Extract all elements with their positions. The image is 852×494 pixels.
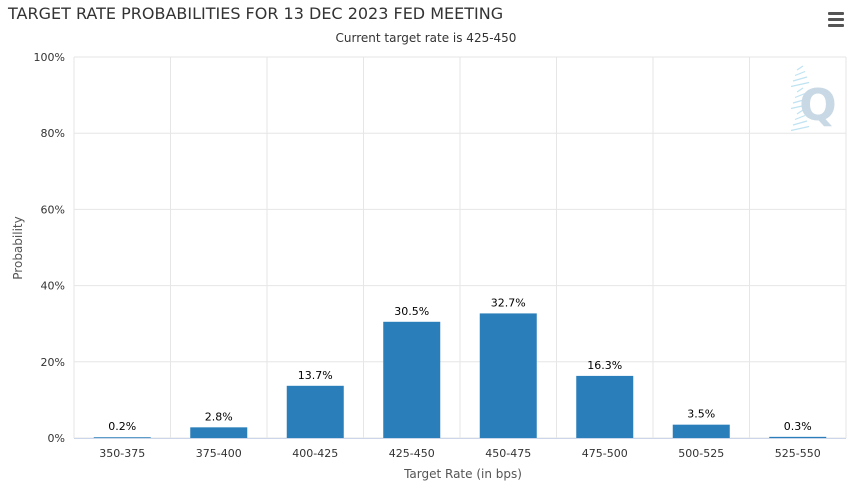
bar-350-375[interactable] [93,437,151,438]
watermark-stripe [792,76,808,82]
bar-500-525[interactable] [672,424,730,438]
chart-subtitle: Current target rate is 425-450 [335,31,517,45]
grid [73,56,847,439]
data-label: 32.7% [491,296,526,309]
data-labels: 0.2% 2.8% 13.7% 30.5% 32.7% 16.3% 3.5% 0.3% [108,296,811,433]
data-label: 3.5% [687,408,715,421]
data-label: 16.3% [587,359,622,372]
bar-475-500[interactable] [576,375,634,438]
watermark-stripe [790,81,810,88]
chart-title: TARGET RATE PROBABILITIES FOR 13 DEC 202… [8,4,504,23]
watermark-stripe [790,103,810,110]
hamburger-menu-icon[interactable] [826,10,846,28]
watermark-stripe [794,114,806,121]
y-tick-label: 100% [34,51,65,64]
bars [93,313,827,438]
watermark-stripe [796,109,804,115]
watermark-letter: Q [799,80,836,131]
y-axis-ticks: 0% 20% 40% 60% 80% 100% [34,51,65,445]
data-label: 0.3% [784,420,812,433]
watermark-stripe [794,92,806,99]
x-axis-ticks: 350-375 375-400 400-425 425-450 450-475 475-5… [99,447,820,460]
bar-375-400[interactable] [190,427,248,438]
watermark-stripe [792,120,808,126]
q-logo-watermark: Q [790,65,837,132]
x-tick-label: 475-500 [582,447,628,460]
watermark-stripe [792,98,808,104]
bar-450-475[interactable] [479,313,537,438]
x-axis-title: Target Rate (in bps) [403,467,522,481]
watermark-stripe [794,70,806,77]
y-tick-label: 60% [41,203,65,216]
watermark-stripe [796,65,804,71]
bar-400-425[interactable] [286,385,344,438]
y-axis-title: Probability [11,216,25,279]
y-tick-label: 80% [41,127,65,140]
y-tick-label: 0% [48,432,65,445]
x-tick-label: 525-550 [775,447,821,460]
x-tick-label: 400-425 [292,447,338,460]
watermark-stripe [790,125,810,132]
x-tick-label: 500-525 [678,447,724,460]
x-tick-label: 425-450 [389,447,435,460]
y-tick-label: 40% [41,280,65,293]
watermark-stripe [796,87,804,93]
data-label: 13.7% [298,369,333,382]
y-tick-label: 20% [41,356,65,369]
bar-425-450[interactable] [383,321,441,438]
x-tick-label: 350-375 [99,447,145,460]
bar-525-550[interactable] [769,436,827,438]
x-tick-label: 375-400 [196,447,242,460]
data-label: 0.2% [108,420,136,433]
data-label: 30.5% [394,305,429,318]
x-tick-label: 450-475 [485,447,531,460]
data-label: 2.8% [205,410,233,423]
